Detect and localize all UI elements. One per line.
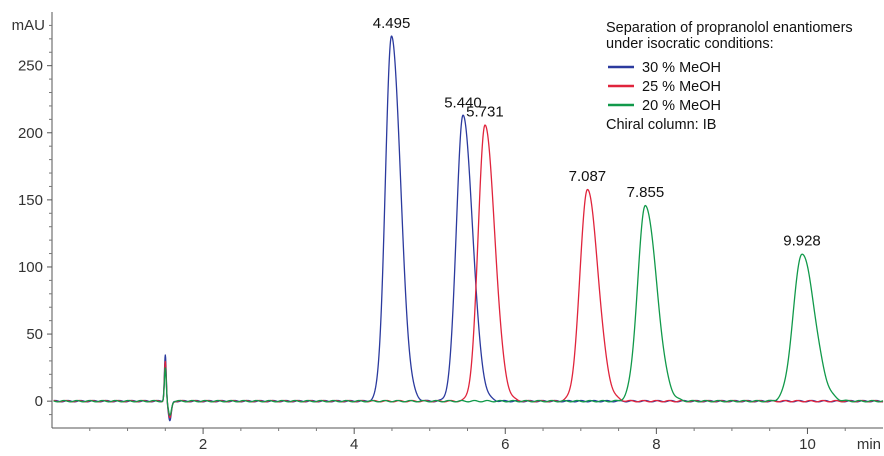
series-line-2 [53, 124, 884, 419]
legend-entry: 30 % MeOH [642, 60, 721, 76]
legend-footer: Chiral column: IB [606, 117, 716, 133]
x-tick-label: 10 [799, 436, 816, 453]
legend: Separation of propranolol enantiomersund… [606, 20, 853, 133]
y-tick-label: 100 [18, 259, 43, 276]
y-tick-label: 0 [35, 393, 43, 410]
x-axis-label: min [857, 436, 881, 453]
peak-label: 5.731 [466, 104, 504, 121]
y-axis-label: mAU [12, 17, 45, 34]
peak-label: 4.495 [373, 15, 411, 32]
y-tick-label: 200 [18, 125, 43, 142]
y-tick-label: 150 [18, 192, 43, 209]
legend-entry: 20 % MeOH [642, 98, 721, 114]
x-tick-label: 6 [501, 436, 509, 453]
x-tick-label: 8 [652, 436, 660, 453]
y-tick-label: 250 [18, 58, 43, 75]
legend-entry: 25 % MeOH [642, 79, 721, 95]
x-tick-label: 2 [199, 436, 207, 453]
y-tick-label: 50 [26, 326, 43, 343]
peak-label: 5.440 [444, 94, 482, 111]
legend-title-line: Separation of propranolol enantiomers [606, 20, 853, 36]
peak-label: 9.928 [783, 233, 821, 250]
peak-label: 7.855 [627, 184, 665, 201]
series-line-3 [53, 204, 884, 416]
peak-label: 7.087 [569, 168, 607, 185]
legend-title-line: under isocratic conditions: [606, 36, 774, 52]
axes: 0 50 100 150 200 250 2 4 6 8 10 mAU min [12, 12, 883, 453]
x-tick-label: 4 [350, 436, 358, 453]
traces [53, 35, 884, 422]
